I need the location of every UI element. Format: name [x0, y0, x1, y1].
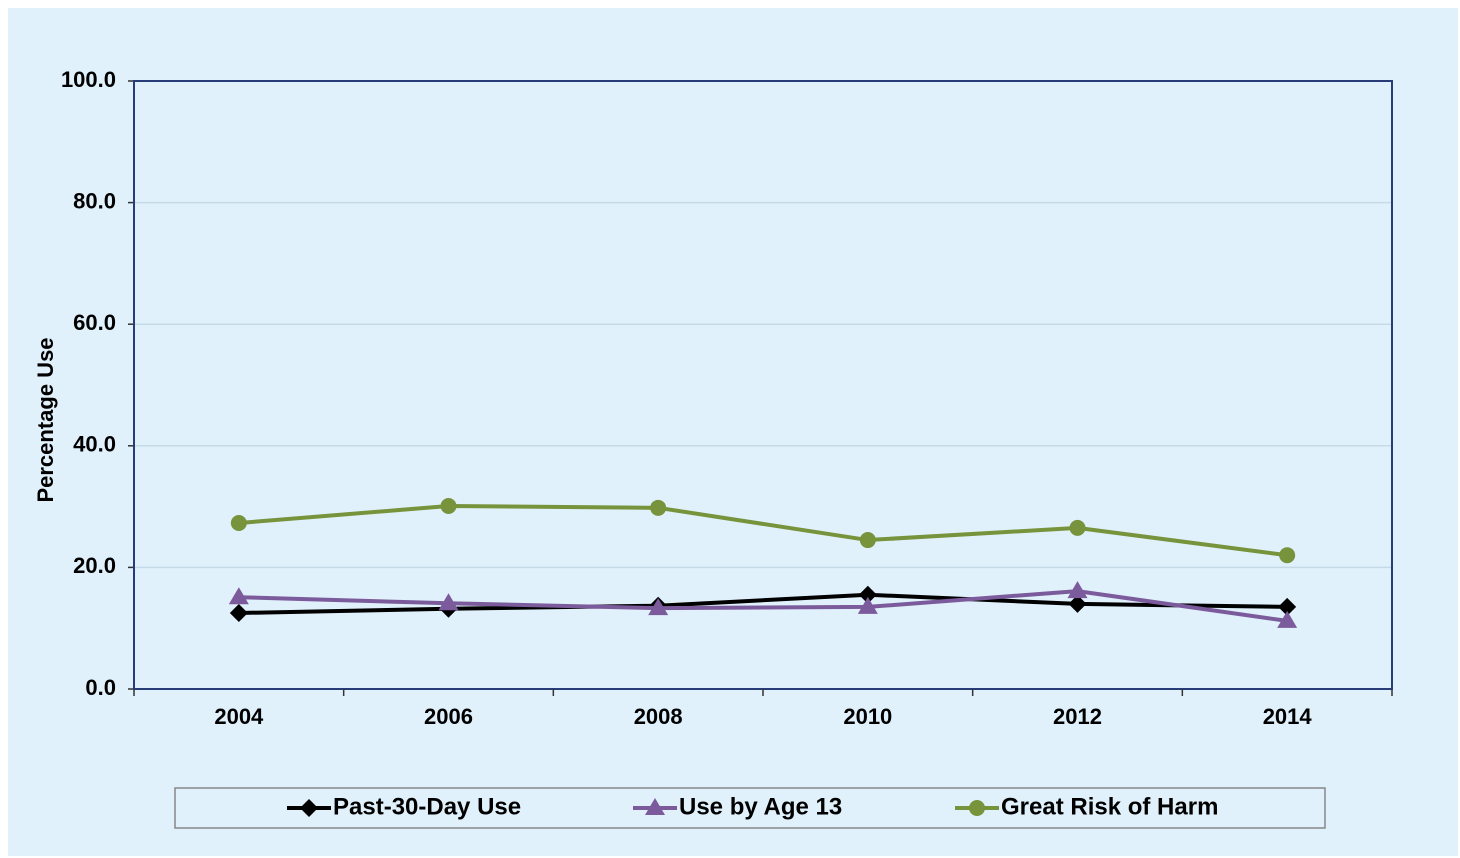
diamond-marker	[300, 799, 318, 817]
series-line	[238, 589, 1288, 623]
diamond-marker	[858, 585, 877, 604]
circle-marker	[969, 800, 985, 816]
diamond-marker	[1068, 594, 1087, 613]
triangle-marker	[648, 598, 669, 616]
plot-area	[134, 81, 1392, 689]
diamond-marker	[229, 604, 248, 622]
legend-label: Past-30-Day Use	[333, 793, 521, 820]
circle-marker	[440, 497, 457, 514]
triangle-marker	[438, 593, 459, 611]
legend-label: Great Risk of Harm	[1001, 793, 1218, 820]
triangle-marker	[228, 587, 249, 605]
y-tick-label: 80.0	[73, 188, 116, 213]
series-line	[238, 503, 1288, 558]
y-tick-label: 40.0	[73, 432, 116, 457]
circle-marker	[1279, 547, 1296, 564]
y-tick-label: 60.0	[73, 310, 116, 335]
y-tick-label: 100.0	[61, 67, 116, 92]
legend-label: Use by Age 13	[679, 793, 842, 820]
series-line	[238, 592, 1288, 615]
circle-marker	[230, 515, 247, 532]
x-tick-label: 2012	[1053, 704, 1102, 729]
triangle-marker	[1277, 610, 1298, 628]
circle-marker	[1069, 519, 1086, 536]
diamond-marker	[1278, 597, 1297, 616]
legend-box	[174, 787, 1326, 829]
y-tick-label: 20.0	[73, 553, 116, 578]
x-tick-label: 2014	[1263, 704, 1313, 729]
circle-marker	[650, 499, 667, 516]
y-tick-label: 0.0	[85, 675, 116, 700]
x-tick-label: 2008	[634, 704, 683, 729]
triangle-marker	[645, 798, 665, 815]
x-tick-label: 2006	[424, 704, 473, 729]
y-axis-label: Percentage Use	[33, 337, 58, 502]
x-tick-label: 2010	[843, 704, 892, 729]
circle-marker	[859, 532, 876, 549]
triangle-marker	[1067, 581, 1088, 599]
triangle-marker	[857, 596, 878, 614]
x-tick-label: 2004	[214, 704, 264, 729]
